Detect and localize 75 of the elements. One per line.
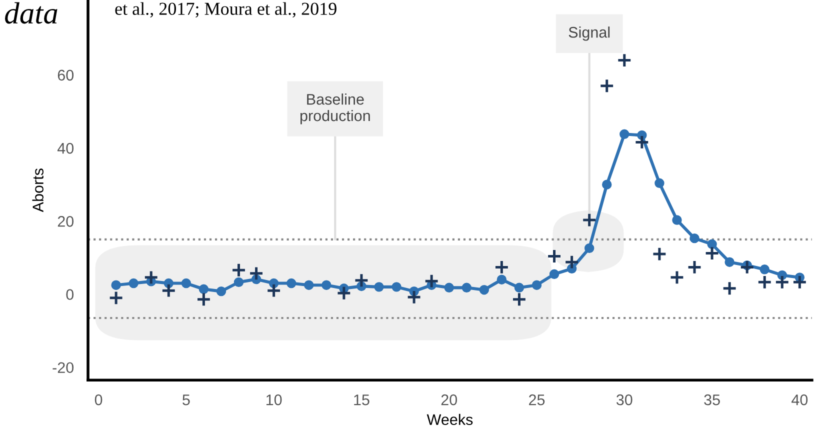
point (616, 52, 632, 68)
point (196, 292, 212, 307)
point (216, 286, 226, 296)
point (479, 284, 490, 295)
x-tick-label: 5 (182, 394, 190, 406)
x-tick-label: 25 (529, 394, 545, 406)
annotation: et al., 2017; Moura et al., 2019 (115, 2, 336, 18)
x-axis-title: Weeks (426, 414, 473, 426)
point (707, 239, 717, 250)
point (111, 280, 121, 290)
point (266, 283, 282, 298)
point (620, 129, 630, 140)
point (424, 274, 440, 289)
x-tick-label: 30 (616, 394, 632, 406)
point (494, 260, 510, 275)
point (336, 286, 352, 301)
x-tick-label: 15 (354, 394, 370, 406)
annotation: Signal (568, 26, 610, 41)
point (652, 246, 667, 262)
point (514, 282, 524, 293)
x-tick-label: 10 (266, 394, 282, 406)
y-axis-title: Aborts (32, 168, 44, 212)
x-tick-label: 35 (704, 394, 720, 406)
point (108, 290, 124, 306)
point (654, 178, 664, 188)
point (670, 270, 684, 285)
y-tick-label: -20 (52, 362, 74, 374)
y-tick-label: 40 (57, 142, 74, 154)
point (496, 274, 507, 284)
point (549, 269, 560, 279)
point (724, 257, 734, 267)
point (704, 246, 720, 261)
point (512, 292, 527, 307)
point (248, 266, 264, 281)
point (374, 282, 384, 292)
point (690, 233, 700, 244)
y-tick-label: 60 (58, 70, 74, 81)
point (792, 274, 808, 290)
point (322, 280, 332, 290)
point (740, 260, 755, 275)
point (584, 243, 594, 254)
point (128, 278, 138, 288)
text: data (5, 2, 58, 24)
point (687, 260, 702, 275)
point (161, 283, 176, 298)
point (144, 270, 159, 285)
point (564, 254, 580, 270)
point (286, 278, 296, 288)
point (234, 277, 244, 288)
point (722, 280, 738, 296)
point (757, 274, 772, 290)
point (774, 274, 790, 290)
point (462, 282, 472, 293)
y-tick-label: 20 (58, 216, 74, 227)
point (672, 215, 682, 225)
annotation: Baseline production (300, 94, 370, 124)
point (444, 282, 454, 293)
point (406, 290, 422, 305)
x-tick-label: 40 (792, 394, 808, 406)
point (532, 280, 542, 290)
point (760, 264, 770, 274)
point (198, 284, 209, 294)
x-tick-label: 0 (94, 394, 102, 406)
point (304, 280, 314, 290)
y-tick-label: 0 (66, 289, 74, 300)
point (181, 278, 192, 288)
point (634, 134, 650, 150)
x-tick-label: 20 (441, 394, 458, 406)
point (546, 248, 562, 264)
point (599, 78, 614, 94)
point (602, 180, 612, 190)
point (582, 212, 597, 228)
point (354, 272, 369, 288)
point (231, 262, 246, 278)
point (392, 282, 402, 292)
